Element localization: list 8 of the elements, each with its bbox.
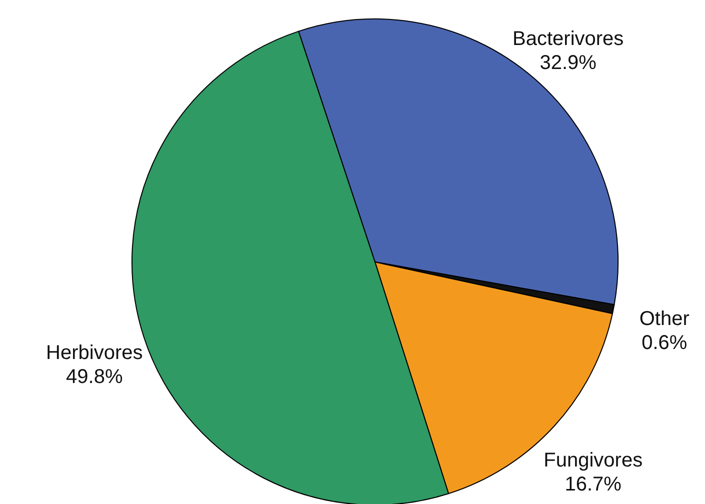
data-label: 16.7%: [564, 474, 622, 496]
data-label: 32.9%: [540, 52, 597, 74]
slice-label: Herbivores: [46, 342, 143, 364]
slice-label: Bacterivores: [512, 28, 624, 50]
data-label: 0.6%: [642, 332, 688, 354]
slice-label: Fungivores: [544, 450, 643, 472]
data-label: 49.8%: [66, 366, 123, 388]
slice-label: Other: [639, 308, 690, 330]
